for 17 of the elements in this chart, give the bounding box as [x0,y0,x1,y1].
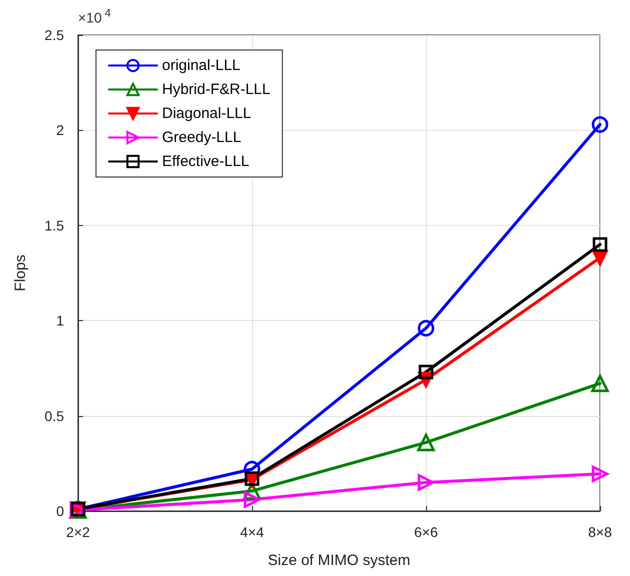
x-tick-label: 6×6 [414,524,438,540]
x-tick-label: 2×2 [66,524,90,540]
x-tick-label: 4×4 [240,524,264,540]
x-axis-title: Size of MIMO system [268,552,410,569]
y-tick-label: 2.5 [44,27,64,43]
y-tick-label: 0 [56,503,64,519]
legend-label: Hybrid-F&R-LLL [162,81,270,98]
legend-label: Diagonal-LLL [162,105,252,122]
legend-label: Effective-LLL [162,153,250,170]
y-axis-title: Flops [12,254,29,292]
y-tick-label: 2 [56,122,64,138]
x-tick-label: 8×8 [588,524,612,540]
y-tick-label: 1 [56,312,64,329]
y-tick-label: 0.5 [44,408,64,424]
legend-label: original-LLL [162,57,240,74]
legend-label: Greedy-LLL [162,129,242,146]
y-tick-label: 1.5 [44,217,64,234]
